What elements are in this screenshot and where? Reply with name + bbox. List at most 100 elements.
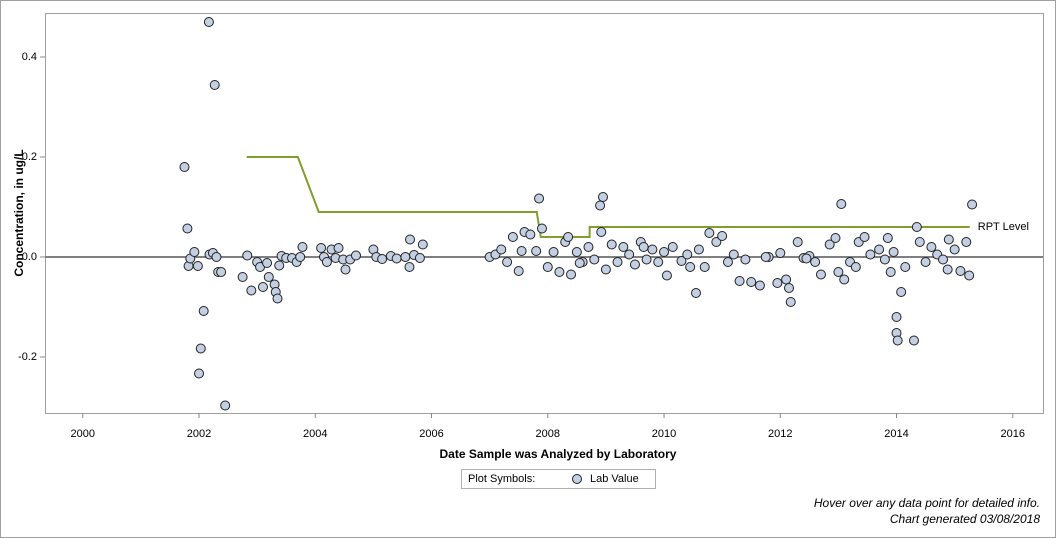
data-point[interactable]	[536, 223, 547, 234]
data-point[interactable]	[542, 262, 553, 272]
data-point[interactable]	[641, 254, 652, 265]
data-point[interactable]	[850, 262, 861, 272]
data-point[interactable]	[237, 272, 248, 282]
data-point[interactable]	[211, 252, 222, 262]
data-point[interactable]	[740, 254, 751, 265]
data-point[interactable]	[711, 237, 722, 247]
data-point[interactable]	[801, 253, 812, 264]
data-point[interactable]	[874, 244, 885, 255]
data-point[interactable]	[606, 239, 617, 250]
data-point[interactable]	[772, 278, 783, 288]
data-point[interactable]	[513, 266, 524, 276]
data-point[interactable]	[690, 288, 701, 298]
data-point[interactable]	[911, 222, 922, 232]
data-point[interactable]	[760, 252, 771, 262]
data-point[interactable]	[859, 232, 870, 242]
data-point[interactable]	[534, 193, 545, 204]
data-point[interactable]	[257, 282, 268, 292]
data-point[interactable]	[195, 343, 206, 354]
data-point[interactable]	[892, 335, 903, 346]
data-point[interactable]	[824, 239, 835, 250]
data-point[interactable]	[717, 231, 728, 241]
data-point[interactable]	[810, 257, 821, 267]
data-point[interactable]	[321, 257, 332, 267]
data-point[interactable]	[220, 400, 231, 411]
data-point[interactable]	[961, 237, 972, 247]
data-point[interactable]	[531, 246, 542, 256]
data-point[interactable]	[548, 247, 559, 257]
data-point[interactable]	[830, 233, 841, 243]
data-point[interactable]	[792, 237, 803, 247]
data-point[interactable]	[815, 269, 826, 280]
data-point[interactable]	[938, 254, 949, 265]
data-point[interactable]	[647, 244, 658, 255]
data-point[interactable]	[246, 285, 257, 296]
data-point[interactable]	[350, 250, 361, 261]
data-point[interactable]	[661, 270, 672, 281]
data-point[interactable]	[888, 247, 899, 257]
data-point[interactable]	[685, 262, 696, 272]
data-point[interactable]	[891, 312, 902, 322]
data-point[interactable]	[209, 80, 220, 90]
data-point[interactable]	[699, 262, 710, 272]
data-point[interactable]	[704, 228, 715, 238]
data-point[interactable]	[189, 247, 200, 257]
data-point[interactable]	[882, 233, 893, 243]
data-point[interactable]	[417, 239, 428, 250]
data-point[interactable]	[836, 199, 847, 209]
data-point[interactable]	[295, 252, 306, 262]
data-point[interactable]	[638, 242, 649, 252]
data-point[interactable]	[942, 264, 953, 275]
data-point[interactable]	[659, 247, 670, 257]
data-point[interactable]	[525, 229, 536, 240]
data-point[interactable]	[754, 280, 765, 291]
data-point[interactable]	[600, 264, 611, 275]
data-point[interactable]	[414, 253, 425, 263]
data-point[interactable]	[693, 244, 704, 255]
data-point[interactable]	[908, 335, 919, 346]
data-point[interactable]	[653, 257, 664, 267]
data-point[interactable]	[629, 259, 640, 270]
data-point[interactable]	[263, 272, 274, 282]
data-point[interactable]	[554, 267, 565, 277]
data-point[interactable]	[949, 244, 960, 255]
data-point[interactable]	[775, 248, 786, 258]
data-point[interactable]	[507, 232, 518, 242]
data-point[interactable]	[896, 287, 907, 297]
data-point[interactable]	[964, 270, 975, 281]
data-point[interactable]	[262, 258, 273, 268]
data-point[interactable]	[596, 227, 607, 237]
data-point[interactable]	[728, 249, 739, 260]
data-point[interactable]	[400, 252, 411, 262]
data-point[interactable]	[865, 249, 876, 260]
data-point[interactable]	[618, 242, 629, 252]
data-point[interactable]	[783, 283, 794, 293]
data-point[interactable]	[885, 267, 896, 277]
data-point[interactable]	[722, 257, 733, 267]
data-point[interactable]	[839, 274, 850, 285]
data-point[interactable]	[943, 234, 954, 245]
data-point[interactable]	[333, 243, 344, 253]
data-point[interactable]	[879, 254, 890, 265]
data-point[interactable]	[182, 223, 193, 234]
data-point[interactable]	[377, 254, 388, 264]
data-point[interactable]	[563, 232, 574, 242]
data-point[interactable]	[926, 242, 937, 252]
data-point[interactable]	[194, 368, 205, 379]
data-point[interactable]	[566, 269, 577, 280]
data-point[interactable]	[502, 257, 513, 267]
data-point[interactable]	[405, 234, 416, 245]
data-point[interactable]	[203, 17, 214, 27]
data-point[interactable]	[667, 242, 678, 252]
data-point[interactable]	[967, 199, 978, 210]
data-point[interactable]	[198, 306, 209, 316]
data-point[interactable]	[900, 262, 911, 272]
data-point[interactable]	[612, 257, 623, 267]
data-point[interactable]	[955, 266, 966, 276]
data-point[interactable]	[781, 274, 792, 285]
data-point[interactable]	[914, 237, 925, 247]
data-point[interactable]	[516, 246, 527, 256]
data-point[interactable]	[216, 267, 227, 277]
data-point[interactable]	[496, 244, 507, 255]
data-point[interactable]	[274, 260, 285, 271]
